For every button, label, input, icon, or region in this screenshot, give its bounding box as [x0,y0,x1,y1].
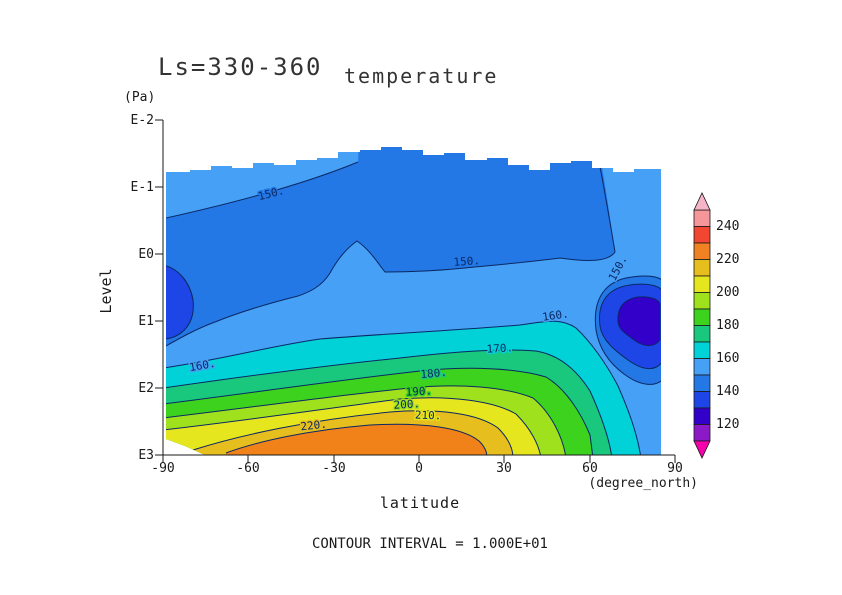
colorbar-segment-130-140 [693,391,711,409]
contour-210 [192,410,514,455]
y-tick-label: E0 [138,247,154,262]
colorbar-label: 120 [716,417,740,432]
colorbar-segment-200-210 [693,275,711,293]
contour-200 [166,397,542,455]
contour-interval-caption: CONTOUR INTERVAL = 1.000E+01 [311,536,548,552]
band-120-130-right-pocket-core [617,296,660,346]
colorbar-segment-120-130 [693,407,711,425]
x-tick-label: 90 [667,461,683,476]
colorbar-top-arrow [693,192,711,211]
contour-label-160: 160. [188,357,216,374]
colorbar-segment-170-180 [693,325,711,343]
colorbar-bottom-arrow [693,440,711,459]
colorbar-segment-110-120 [693,424,711,442]
band-220-230 [226,424,487,455]
contour-label-160: 160. [541,307,569,324]
plot-axes [155,119,676,463]
contour-lines [166,147,661,455]
colorbar-segment-160-170 [693,341,711,359]
contour-170 [166,349,613,455]
contour-220 [225,423,488,455]
contour-150-ring [594,275,661,385]
season-title: Ls=330-360 [158,53,323,81]
x-tick-label: -30 [322,461,346,476]
y-tick-label: E-2 [130,113,154,128]
colorbar-segment-140-150 [693,374,711,392]
y-tick-label: E1 [138,314,154,329]
colorbar-label: 240 [716,219,740,234]
y-tick-label: E2 [138,381,154,396]
colorbar-segment-220-230 [693,242,711,260]
contour-140-right [599,283,661,369]
x-tick-label: -60 [236,461,260,476]
contour-180 [166,367,594,455]
contour-label-200: 200. [393,397,420,411]
y-tick-label: E3 [138,448,154,463]
colorbar-label: 220 [716,252,740,267]
contour-190 [166,385,567,455]
y-axis-label: Level [97,268,115,314]
contour-label-150: 150. [453,254,480,269]
contour-label-170: 170. [486,341,513,355]
colorbar-segment-180-190 [693,308,711,326]
colorbar-label: 160 [716,351,740,366]
band-130-140-left-pocket [166,265,194,339]
contour-label-180: 180. [420,366,448,381]
band-140-150-main [166,147,615,346]
contour-140-left [166,264,194,340]
contour-150-main [166,147,616,347]
x-tick-label: 60 [582,461,598,476]
x-tick-label: 30 [496,461,512,476]
variable-title: temperature [344,64,499,88]
colorbar-label: 180 [716,318,740,333]
colorbar-segment-240-250 [693,209,711,227]
colorbar-segment-150-160 [693,358,711,376]
contour-label-210: 210. [415,409,442,423]
colorbar-label: 200 [716,285,740,300]
x-axis-unit: (degree_north) [588,476,698,491]
colorbar-segment-230-240 [693,226,711,244]
contour-150-upper-left [166,161,359,219]
contour-label-220: 220. [300,418,328,434]
colorbar-segment-210-220 [693,259,711,277]
x-tick-label: 0 [415,461,423,476]
x-axis-label: latitude [379,494,461,512]
x-tick-label: -90 [151,461,175,476]
colorbar [693,192,711,459]
contour-label-190: 190. [405,384,432,398]
contour-130-right [617,296,661,347]
y-tick-label: E-1 [130,180,154,195]
contour-160 [166,320,642,455]
colorbar-segment-190-200 [693,292,711,310]
y-axis-unit: (Pa) [124,90,156,105]
colorbar-label: 140 [716,384,740,399]
